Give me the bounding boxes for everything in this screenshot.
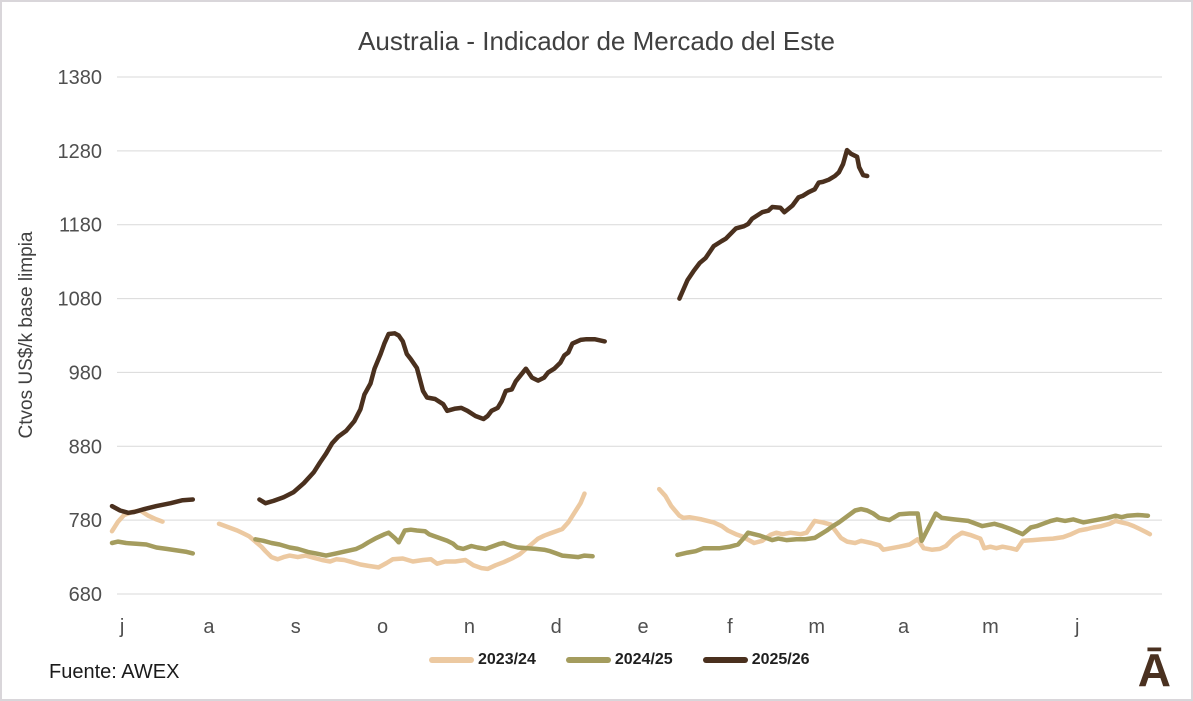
- series-line-2024-25: [253, 527, 595, 560]
- legend-label-2023-24: 2023/24: [478, 651, 536, 668]
- brand-logo: Ā: [1137, 644, 1171, 696]
- x-tick-label: f: [727, 616, 733, 638]
- y-tick-label: 880: [69, 436, 102, 458]
- y-tick-label: 1280: [58, 141, 103, 163]
- y-tick-label: 680: [69, 584, 102, 606]
- legend-swatch-2025-26-icon: [702, 657, 748, 663]
- series-line-2025-26: [677, 147, 870, 301]
- x-tick-label: e: [638, 616, 649, 638]
- legend-swatch-2024-25-icon: [565, 657, 611, 663]
- x-tick-label: o: [377, 616, 388, 638]
- y-tick-label: 780: [69, 510, 102, 532]
- series-line-2023-24: [109, 508, 165, 534]
- y-tick-label: 1180: [59, 215, 102, 237]
- x-tick-label: n: [464, 616, 475, 638]
- chart-title: Australia - Indicador de Mercado del Est…: [358, 26, 835, 56]
- y-tick-label: 1080: [58, 289, 103, 311]
- x-tick-label: j: [119, 616, 124, 638]
- series-line-2024-25: [675, 506, 1151, 558]
- x-tick-label: s: [291, 616, 301, 638]
- x-tick-label: a: [898, 616, 910, 638]
- legend-item-2025-26: 2025/26: [702, 651, 810, 669]
- y-axis-title: Ctvos US$/k base limpia: [16, 231, 37, 438]
- series-line-2025-26: [257, 331, 607, 506]
- y-tick-label: 980: [69, 362, 102, 384]
- y-tick-label: 1380: [58, 67, 103, 89]
- series-line-2024-25: [109, 539, 196, 556]
- legend-swatch-2023-24-icon: [429, 657, 474, 663]
- series-line-2025-26: [109, 497, 196, 516]
- legend-item-2023-24: 2023/24: [429, 651, 536, 669]
- x-tick-label: d: [551, 616, 562, 638]
- legend-item-2024-25: 2024/25: [565, 651, 673, 669]
- x-tick-label: m: [808, 616, 825, 638]
- legend-label-2025-26: 2025/26: [751, 651, 810, 668]
- x-tick-label: a: [203, 616, 215, 638]
- x-tick-label: m: [982, 616, 999, 638]
- x-tick-label: j: [1074, 616, 1079, 638]
- plot-area: 680 780 880 980 1080 1180 1280 1380 j a s o n d e f m a m j: [58, 67, 1162, 638]
- series-line-2023-24: [216, 491, 587, 572]
- source-note: Fuente: AWEX: [49, 661, 180, 683]
- legend-label-2024-25: 2024/25: [614, 651, 673, 668]
- chart-legend: 2023/24 2024/25 2025/26: [429, 651, 810, 669]
